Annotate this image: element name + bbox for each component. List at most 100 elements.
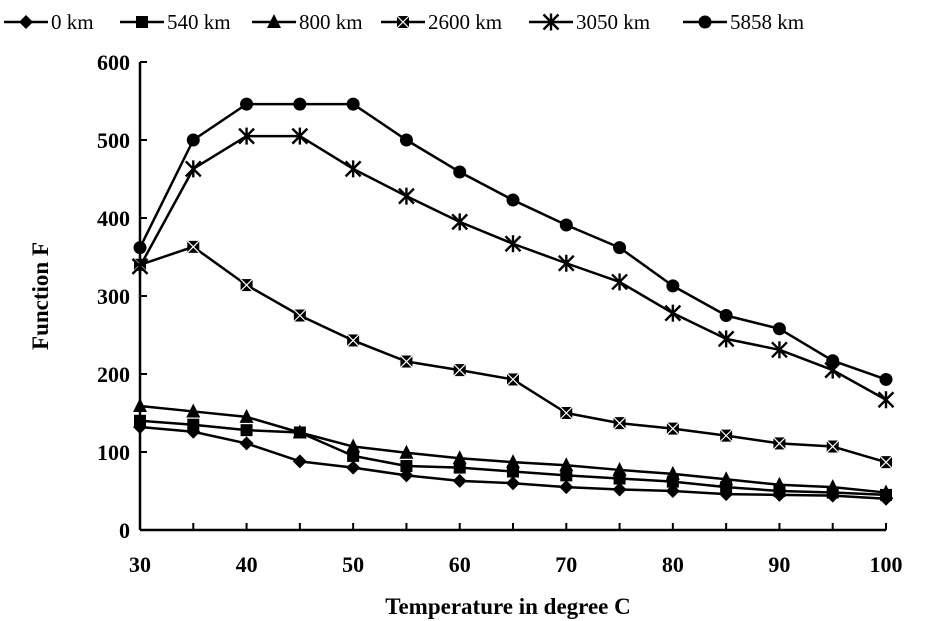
legend-label: 540 km xyxy=(167,10,231,34)
legend-label: 0 km xyxy=(51,10,94,34)
data-point xyxy=(239,436,254,451)
legend-item-2600-km: 2600 km xyxy=(381,10,502,34)
data-point xyxy=(186,240,200,254)
data-point xyxy=(559,218,573,232)
data-point xyxy=(346,334,360,347)
data-point xyxy=(771,341,788,359)
x-tick-label: 60 xyxy=(449,552,471,577)
data-point xyxy=(186,403,201,418)
data-point xyxy=(719,471,734,486)
data-point xyxy=(506,373,520,386)
y-tick-label: 100 xyxy=(97,440,130,465)
y-tick-label: 400 xyxy=(97,206,130,231)
data-point xyxy=(826,354,840,368)
legend-label: 2600 km xyxy=(428,10,502,34)
data-point xyxy=(666,422,680,436)
data-point xyxy=(453,165,467,179)
data-point xyxy=(346,460,361,475)
data-point xyxy=(399,444,414,459)
legend-item-540-km: 540 km xyxy=(120,10,231,34)
data-point xyxy=(451,213,469,231)
data-point xyxy=(400,460,413,473)
data-point xyxy=(560,469,573,482)
data-point xyxy=(292,454,307,469)
y-tick-label: 300 xyxy=(97,284,130,309)
data-point xyxy=(347,449,360,462)
data-point xyxy=(240,97,254,111)
data-point xyxy=(719,429,733,443)
data-point xyxy=(879,455,893,469)
legend-marker xyxy=(19,15,33,29)
data-point xyxy=(131,257,149,275)
data-point xyxy=(507,465,519,478)
data-point xyxy=(506,476,520,491)
data-point xyxy=(664,304,682,322)
data-point xyxy=(239,408,254,423)
data-point xyxy=(452,450,467,465)
legend-marker xyxy=(698,15,712,29)
legend-item-3050-km: 3050 km xyxy=(529,10,650,34)
x-tick-label: 50 xyxy=(342,552,364,577)
data-point xyxy=(344,160,362,178)
series-line xyxy=(138,134,887,401)
data-point xyxy=(187,418,200,431)
legend-marker xyxy=(542,13,560,31)
data-point xyxy=(346,97,360,111)
series-5858-km xyxy=(133,97,893,386)
legend-label: 5858 km xyxy=(730,10,804,34)
data-point xyxy=(665,465,680,480)
data-point xyxy=(398,187,415,205)
data-point xyxy=(184,160,202,178)
x-tick-label: 30 xyxy=(129,552,151,577)
legend-item-0-km: 0 km xyxy=(4,10,94,34)
data-point xyxy=(773,436,786,450)
data-point xyxy=(613,416,626,430)
series-0-km xyxy=(133,420,893,506)
legend: 0 km 540 km 800 km 2600 km 3050 km 5858 km xyxy=(4,10,804,34)
data-point xyxy=(772,476,787,491)
data-point xyxy=(133,241,147,255)
data-point xyxy=(559,480,574,495)
data-point xyxy=(613,241,627,255)
data-point xyxy=(826,440,840,453)
data-point xyxy=(825,479,840,494)
legend-item-5858-km: 5858 km xyxy=(683,10,804,34)
legend-item-800-km: 800 km xyxy=(252,10,363,34)
data-point xyxy=(772,322,786,336)
data-point xyxy=(240,278,253,292)
series-3050-km xyxy=(131,127,895,409)
x-tick-label: 90 xyxy=(768,552,790,577)
data-point xyxy=(452,473,467,488)
data-point xyxy=(293,97,307,111)
data-point xyxy=(504,235,522,253)
x-tick-label: 40 xyxy=(236,552,258,577)
data-point xyxy=(453,363,467,377)
x-tick-label: 70 xyxy=(555,552,577,577)
data-point xyxy=(133,397,147,412)
data-point xyxy=(559,457,574,472)
data-point xyxy=(506,454,520,469)
data-point xyxy=(186,133,200,147)
data-point xyxy=(612,461,627,476)
x-tick-label: 100 xyxy=(870,552,903,577)
data-point xyxy=(292,424,307,439)
legend-marker xyxy=(136,16,148,28)
data-point xyxy=(506,193,520,207)
data-point xyxy=(291,127,309,145)
legend-marker xyxy=(267,14,281,28)
data-point xyxy=(719,309,733,322)
x-axis-title: Temperature in degree C xyxy=(385,594,631,619)
data-point xyxy=(400,355,413,368)
y-tick-label: 200 xyxy=(97,362,130,387)
data-point xyxy=(717,330,735,348)
y-tick-label: 0 xyxy=(119,518,130,543)
legend-label: 800 km xyxy=(299,10,363,34)
data-point xyxy=(877,391,895,409)
y-tick-label: 600 xyxy=(97,50,130,75)
data-point xyxy=(666,279,680,293)
data-point xyxy=(611,273,628,291)
data-point xyxy=(238,127,255,145)
x-tick-label: 80 xyxy=(662,552,684,577)
data-point xyxy=(879,372,893,386)
